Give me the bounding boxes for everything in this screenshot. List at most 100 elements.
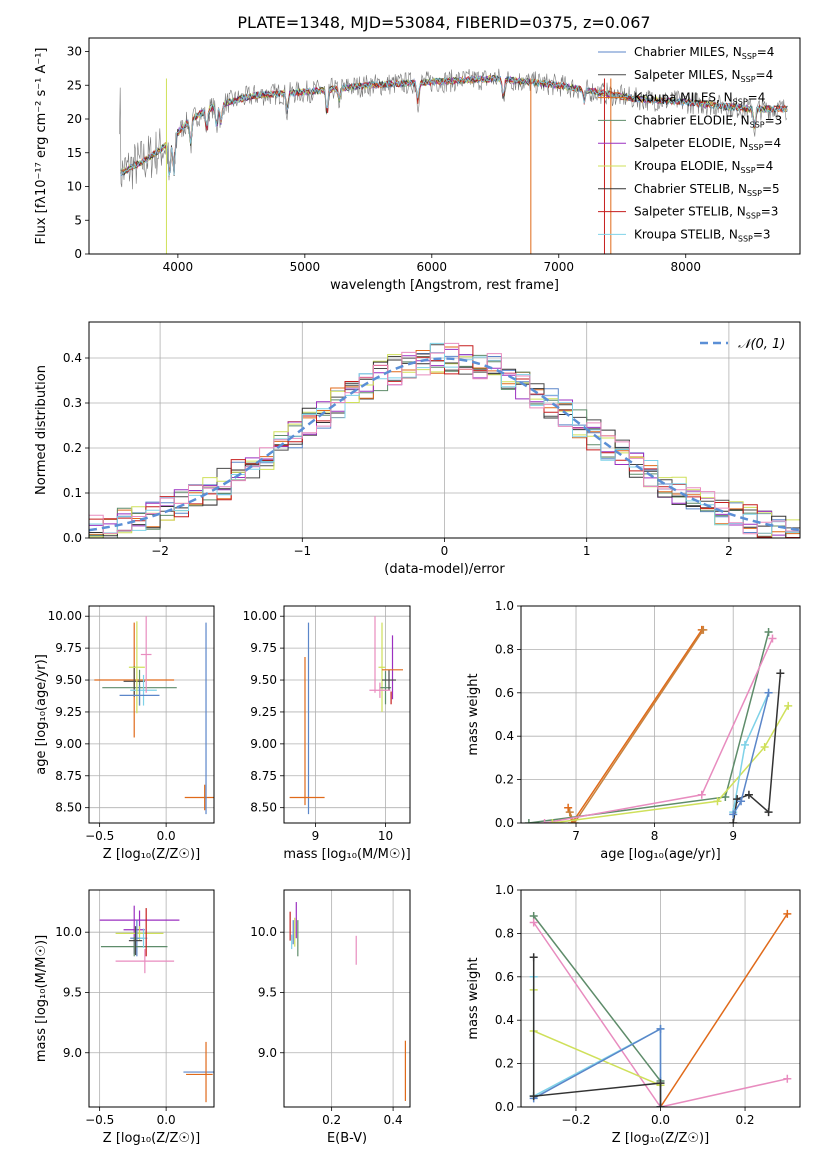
y-tick-label: 0.8	[495, 642, 514, 656]
x-tick-label: 8000	[670, 260, 701, 274]
weight-marker	[656, 1103, 665, 1107]
plot-area	[99, 905, 214, 1103]
y-tick-label: 0.4	[495, 1013, 514, 1027]
legend-label: Chabrier MILES, NSSP=4	[634, 45, 774, 61]
axes-frame	[520, 889, 801, 1108]
legend-label-main: Kroupa STELIB, N	[634, 227, 738, 241]
weight-marker	[656, 1024, 665, 1033]
y-tick-label: 0.6	[495, 686, 514, 700]
y-tick-label: 9.50	[250, 673, 277, 687]
y-tick-label: 9.75	[250, 641, 277, 655]
legend-label-suffix: =5	[762, 182, 780, 196]
y-tick-label: 0.4	[63, 351, 82, 365]
weight-line-0	[659, 913, 788, 1107]
legend-label-sub: SSP	[750, 120, 765, 129]
weight-marker	[529, 953, 538, 962]
x-tick-label: 4000	[163, 260, 194, 274]
legend-label-sub: SSP	[741, 166, 756, 175]
legend-label: Kroupa MILES, NSSP=4	[634, 91, 765, 107]
weight-line-3	[544, 638, 774, 823]
legend-label-main: Kroupa ELODIE, N	[634, 159, 741, 173]
legend-label: Salpeter ELODIE, NSSP=4	[634, 136, 781, 152]
errorbar-point	[123, 665, 145, 697]
weight-marker	[737, 797, 746, 806]
normal-curve	[89, 357, 800, 532]
x-axis-label: mass [log₁₀(M/M☉)]	[283, 847, 410, 862]
x-tick-label: 6000	[417, 260, 448, 274]
weight-marker	[764, 688, 773, 697]
x-tick-label: −0.5	[85, 829, 114, 843]
weight-marker	[744, 790, 753, 799]
weight-marker	[721, 792, 730, 801]
legend-label-suffix: =3	[753, 227, 771, 241]
legend-label-main: Salpeter MILES, N	[634, 68, 741, 82]
y-tick-label: 9.25	[55, 705, 82, 719]
y-tick-label: 0.1	[63, 486, 82, 500]
legend-label-sub: SSP	[742, 52, 757, 61]
chart-panels: 4000 5000 6000 7000 8000051015202530waveleng…	[34, 37, 801, 1146]
residual-histogram-0	[89, 352, 800, 538]
y-axis-label: mass weight	[466, 673, 481, 755]
axes-frame	[520, 605, 801, 824]
panel-age-vs-mass: 9 10 8.50 8.75 9.00 9.25 9.50 9.75 10.00 mass [lo…	[243, 605, 411, 862]
y-tick-label: 0.4	[495, 729, 514, 743]
weight-marker	[729, 819, 738, 823]
plot-area	[94, 616, 214, 815]
weight-marker	[784, 701, 793, 710]
y-tick-label: 9.00	[250, 737, 277, 751]
x-tick-label: 10	[378, 829, 393, 843]
legend-label-main: Chabrier STELIB, N	[634, 182, 747, 196]
errorbar-point	[100, 937, 168, 957]
errorbar-point	[130, 674, 157, 706]
weight-marker	[697, 790, 706, 799]
legend-label-suffix: =4	[748, 91, 766, 105]
x-tick-label: −1	[293, 544, 311, 558]
x-tick-label: 0.2	[322, 1113, 341, 1127]
y-axis-label: mass weight	[466, 957, 481, 1039]
y-tick-label: 20	[67, 112, 82, 126]
legend-entry: 𝒩(0, 1)	[700, 337, 785, 352]
x-tick-label: 9	[729, 829, 737, 843]
weight-marker	[548, 819, 557, 823]
errorbar-point	[128, 621, 145, 714]
x-tick-label: 2	[725, 544, 733, 558]
legend-label-suffix: =4	[757, 45, 775, 59]
y-tick-label: 9.50	[55, 673, 82, 687]
weight-marker	[540, 819, 549, 823]
legend-label-suffix: =4	[763, 136, 781, 150]
y-tick-label: 10.00	[48, 609, 82, 623]
y-tick-label: 15	[67, 146, 82, 160]
y-axis-label: mass [log₁₀(M/M☉)]	[34, 935, 49, 1062]
panel-weight-vs-Z: −0.2 0.0 0.2 0.0 0.2 0.4 0.6 0.8 1.0 Z [log₁₀(Z/Z…	[466, 883, 801, 1146]
weight-marker	[740, 740, 749, 749]
legend-label-suffix: =3	[761, 205, 779, 219]
x-tick-label: 0.0	[651, 1113, 670, 1127]
model-spectrum-8	[120, 74, 788, 176]
y-tick-label: 0.8	[495, 926, 514, 940]
y-axis-label: age [log₁₀(age/yr)]	[34, 654, 49, 775]
weight-marker	[565, 808, 574, 817]
legend-label-main: Salpeter ELODIE, N	[634, 136, 748, 150]
x-axis-label: wavelength [Angstrom, rest frame]	[330, 278, 559, 293]
legend-label-sub: SSP	[746, 212, 761, 221]
legend-entry: Kroupa ELODIE, NSSP=4	[598, 159, 773, 175]
weight-marker	[699, 625, 708, 634]
panel-residuals: −2 −1 0 1 2 0.0 0.1 0.2 0.3 0.4 (data-model)/error…	[34, 321, 801, 577]
legend-entry: Chabrier STELIB, NSSP=5	[598, 182, 780, 198]
residual-histogram-3	[89, 354, 800, 538]
legend-label-sub: SSP	[733, 98, 748, 107]
x-tick-label: 0.2	[735, 1113, 754, 1127]
legend-entry: Salpeter MILES, NSSP=4	[598, 68, 773, 84]
axes-frame	[88, 37, 801, 255]
y-tick-label: 1.0	[495, 883, 514, 897]
legend-entry: Kroupa MILES, NSSP=4	[598, 91, 765, 107]
weight-marker	[529, 918, 538, 927]
y-tick-label: 9.0	[63, 1046, 82, 1060]
y-tick-label: 9.00	[55, 737, 82, 751]
weight-line-1	[569, 629, 704, 823]
x-tick-label: 0.0	[157, 829, 176, 843]
y-tick-label: 9.75	[55, 641, 82, 655]
legend-entry: Salpeter ELODIE, NSSP=4	[598, 136, 781, 152]
weight-marker	[760, 743, 769, 752]
plot-area	[289, 902, 406, 1101]
